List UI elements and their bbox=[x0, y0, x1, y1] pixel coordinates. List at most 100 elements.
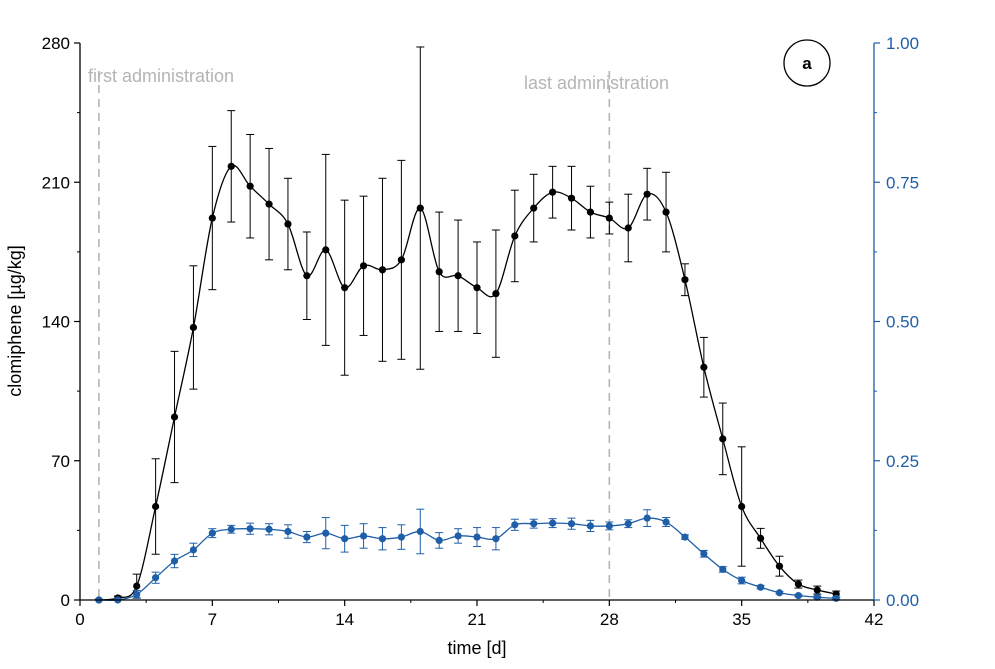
y-tick-label: 210 bbox=[42, 173, 70, 192]
clomiphene-point bbox=[662, 208, 670, 216]
metabolite-point bbox=[681, 533, 689, 541]
clomiphene-point bbox=[246, 182, 254, 190]
y2-tick-label: 0.50 bbox=[886, 313, 919, 332]
x-tick-label: 14 bbox=[335, 610, 354, 629]
clomiphene-point bbox=[208, 214, 216, 222]
series-clomiphene bbox=[94, 46, 841, 604]
clomiphene-point bbox=[378, 266, 387, 274]
clomiphene-point bbox=[303, 272, 311, 280]
metabolite-point bbox=[719, 565, 727, 573]
metabolite-point bbox=[397, 533, 405, 541]
metabolite-point bbox=[492, 535, 500, 543]
metabolite-point bbox=[549, 519, 557, 527]
metabolite-point bbox=[775, 589, 784, 597]
metabolite-point bbox=[756, 583, 765, 591]
x-tick-label: 35 bbox=[732, 610, 751, 629]
clomiphene-line bbox=[98, 164, 837, 601]
metabolite-point bbox=[624, 520, 632, 528]
metabolite-point bbox=[322, 529, 330, 537]
metabolite-point bbox=[794, 591, 802, 600]
metabolite-point bbox=[832, 594, 840, 602]
clomiphene-point bbox=[416, 204, 424, 212]
metabolite-point bbox=[152, 574, 160, 582]
clomiphene-point bbox=[133, 582, 141, 590]
metabolite-point bbox=[341, 535, 349, 543]
clomiphene-point bbox=[152, 502, 160, 511]
last-administration-label: last administration bbox=[524, 73, 669, 93]
metabolite-point bbox=[813, 593, 821, 601]
metabolite-point bbox=[530, 520, 538, 528]
metabolite-point bbox=[265, 525, 273, 533]
clomiphene-point bbox=[492, 290, 500, 298]
clomiphene-point bbox=[284, 220, 292, 228]
metabolite-point bbox=[511, 521, 519, 529]
clomiphene-point bbox=[681, 276, 689, 284]
clomiphene-point bbox=[530, 204, 538, 212]
clomiphene-point bbox=[549, 188, 557, 196]
clomiphene-point bbox=[265, 200, 273, 208]
clomiphene-point bbox=[473, 284, 481, 292]
metabolite-point bbox=[378, 535, 387, 543]
clomiphene-point bbox=[322, 246, 330, 254]
metabolite-point bbox=[567, 520, 576, 528]
x-tick-label: 28 bbox=[600, 610, 619, 629]
y2-tick-label: 0.25 bbox=[886, 452, 919, 471]
panel-label-circle bbox=[783, 39, 831, 87]
x-tick-label: 7 bbox=[208, 610, 217, 629]
x-tick-label: 42 bbox=[865, 610, 884, 629]
metabolite-point bbox=[284, 527, 292, 536]
clomiphene-point bbox=[341, 284, 349, 292]
y-tick-label: 70 bbox=[51, 452, 70, 471]
metabolite-point bbox=[586, 522, 595, 530]
metabolite-point bbox=[435, 536, 443, 545]
clomiphene-point bbox=[643, 190, 651, 198]
x-tick-label: 0 bbox=[75, 610, 84, 629]
metabolite-point bbox=[170, 557, 179, 565]
y-tick-label: 0 bbox=[61, 591, 70, 610]
metabolite-point bbox=[738, 576, 746, 585]
clomiphene-point bbox=[189, 323, 198, 332]
metabolite-point bbox=[662, 518, 670, 526]
clomiphene-point bbox=[170, 413, 179, 421]
metabolite-point bbox=[303, 533, 311, 541]
metabolite-point bbox=[700, 550, 708, 558]
clomiphene-point bbox=[624, 224, 632, 232]
metabolite-point bbox=[227, 525, 235, 533]
clomiphene-point bbox=[794, 580, 802, 588]
y2-tick-label: 0.00 bbox=[886, 591, 919, 610]
y2-tick-label: 1.00 bbox=[886, 34, 919, 53]
clomiphene-point bbox=[700, 363, 708, 371]
metabolite-point bbox=[189, 546, 198, 554]
clomiphene-point bbox=[775, 562, 784, 570]
clomiphene-point bbox=[397, 256, 405, 264]
clomiphene-point bbox=[719, 435, 727, 443]
clomiphene-point bbox=[586, 208, 595, 216]
clomiphene-point bbox=[454, 272, 462, 280]
metabolite-point bbox=[133, 590, 141, 599]
clomiphene-point bbox=[359, 262, 368, 270]
metabolite-line bbox=[98, 517, 837, 602]
clomiphene-point bbox=[605, 214, 613, 222]
clomiphene-point bbox=[738, 502, 746, 511]
clomiphene-point bbox=[813, 586, 821, 594]
metabolite-point bbox=[605, 522, 613, 530]
metabolite-point bbox=[643, 514, 651, 522]
reference-lines bbox=[98, 71, 611, 600]
series-layer bbox=[94, 46, 841, 604]
first-administration-label: first administration bbox=[88, 66, 234, 86]
clomiphene-point bbox=[511, 232, 519, 240]
ticks-layer: 0 7 14 21 28 35 42 0 70 140 210 280 0.00 0.25 0.50 0.75… bbox=[42, 34, 919, 629]
clomiphene-point bbox=[435, 268, 443, 276]
y-tick-label: 140 bbox=[42, 313, 70, 332]
metabolite-point bbox=[246, 525, 254, 533]
clomiphene-point bbox=[567, 194, 576, 202]
metabolite-point bbox=[473, 533, 481, 541]
y-tick-label: 280 bbox=[42, 34, 70, 53]
clomiphene-point bbox=[756, 534, 765, 542]
panel-label: a bbox=[802, 54, 812, 73]
metabolite-point bbox=[208, 529, 216, 537]
y2-tick-label: 0.75 bbox=[886, 173, 919, 192]
y-axis-title: clomiphene [µg/kg] bbox=[5, 245, 25, 396]
clomiphene-point bbox=[227, 162, 235, 170]
